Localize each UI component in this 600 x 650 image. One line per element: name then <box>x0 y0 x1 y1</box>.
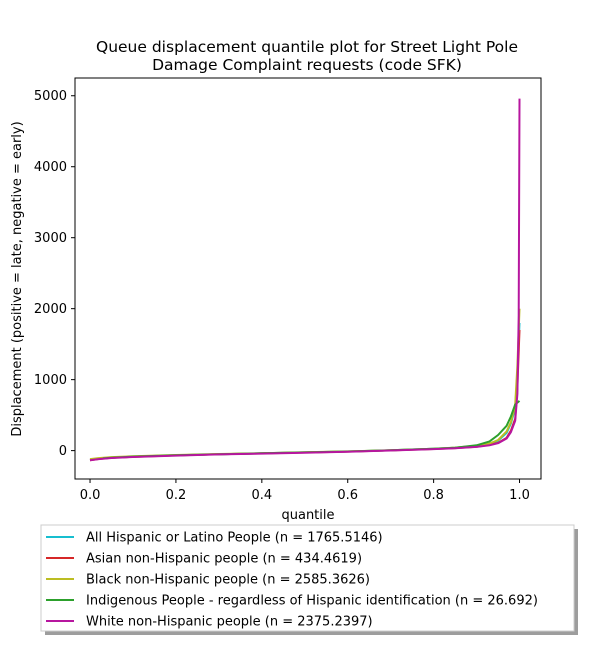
series-layer <box>89 98 521 462</box>
chart-title-line-2: Damage Complaint requests (code SFK) <box>152 56 462 74</box>
x-ticks: 0.0 0.2 0.4 0.6 0.8 1.0 <box>80 479 530 503</box>
legend-label-3: Black non-Hispanic people (n = 2585.3626… <box>86 573 370 588</box>
x-tick-label: 0.0 <box>80 488 101 503</box>
y-tick-label: 4000 <box>34 160 67 175</box>
x-tick-label: 0.2 <box>166 488 187 503</box>
legend: All Hispanic or Latino People (n = 1765.… <box>40 524 578 635</box>
legend-label-5: White non-Hispanic people (n = 2375.2397… <box>86 615 373 630</box>
y-tick-label: 3000 <box>34 231 67 246</box>
legend-entries: All Hispanic or Latino People (n = 1765.… <box>46 531 538 630</box>
legend-label-4: Indigenous People - regardless of Hispan… <box>86 594 538 609</box>
legend-box <box>40 524 575 632</box>
plot-frame <box>74 77 542 480</box>
series-line-3 <box>89 308 521 461</box>
legend-label-1: All Hispanic or Latino People (n = 1765.… <box>86 531 383 546</box>
x-axis-label: quantile <box>281 508 334 523</box>
series-line-4 <box>102 400 521 460</box>
series-line-5 <box>89 98 521 462</box>
series-line-2 <box>89 329 521 462</box>
chart-title-line-1: Queue displacement quantile plot for Str… <box>96 38 518 56</box>
x-tick-label: 0.6 <box>337 488 358 503</box>
legend-label-2: Asian non-Hispanic people (n = 434.4619) <box>86 552 362 567</box>
y-axis-label: Displacement (positive = late, negative … <box>10 121 25 436</box>
x-tick-label: 0.8 <box>423 488 444 503</box>
y-tick-label: 2000 <box>34 302 67 317</box>
x-tick-label: 0.4 <box>251 488 272 503</box>
y-tick-label: 0 <box>59 444 67 459</box>
x-tick-label: 1.0 <box>509 488 530 503</box>
series-line-1 <box>89 322 521 461</box>
y-ticks: 0 1000 2000 3000 4000 5000 <box>34 89 75 459</box>
y-tick-label: 1000 <box>34 373 67 388</box>
y-tick-label: 5000 <box>34 89 67 104</box>
